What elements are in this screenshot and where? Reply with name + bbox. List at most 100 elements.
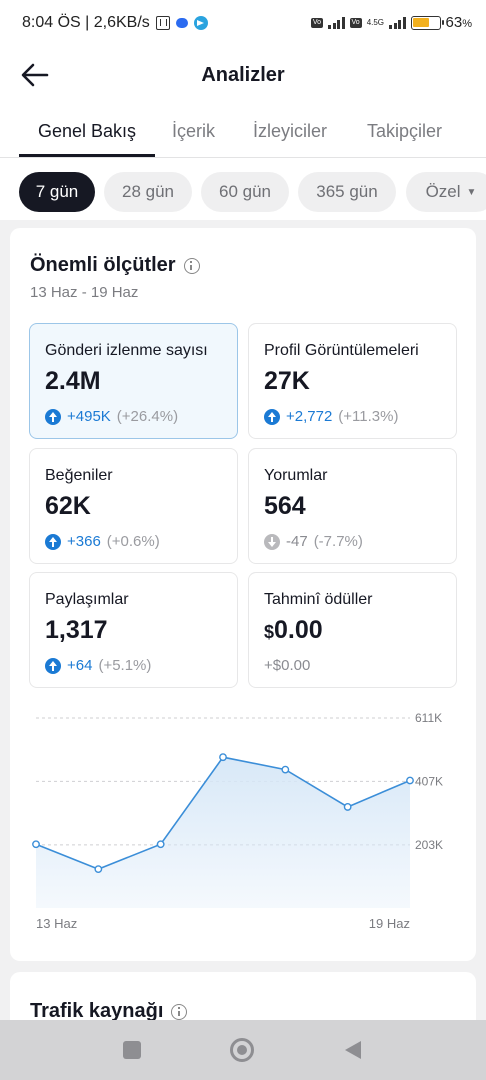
back-triangle-icon[interactable]: [343, 1038, 367, 1062]
metric-change-percent: (+5.1%): [98, 657, 152, 674]
metric-estimated-rewards[interactable]: Tahminî ödüller $0.00 +$0.00: [248, 572, 457, 688]
status-right: Vo Vo 4.5G 63%: [310, 14, 472, 31]
metric-comments[interactable]: Yorumlar 564 -47 (-7.7%): [248, 448, 457, 564]
chart-data-point: [281, 765, 290, 774]
key-metrics-title: Önemli ölçütler: [30, 254, 176, 276]
metric-currency: $: [264, 622, 275, 642]
metric-profile-views[interactable]: Profil Görüntülemeleri 27K +2,772 (+11.3…: [248, 323, 457, 439]
metric-change: +495K (+26.4%): [45, 408, 178, 425]
metric-change: +$0.00: [264, 657, 310, 674]
traffic-title: Trafik kaynağı: [30, 1000, 164, 1022]
chart-data-point: [32, 840, 40, 849]
info-icon[interactable]: [171, 1003, 188, 1020]
network-type: 4.5G: [366, 18, 385, 27]
tab-followers[interactable]: Takipçiler: [367, 121, 443, 141]
top-panel: 8:04 ÖS | 2,6KB/s Vo Vo 4.5G 63% Analizl…: [0, 0, 486, 220]
metric-label: Paylaşımlar: [45, 591, 129, 608]
chip-28-days[interactable]: 28 gün: [104, 172, 192, 212]
nfc-icon: [155, 16, 170, 30]
chart-y-tick-label: 611K: [415, 711, 442, 725]
battery-icon: [410, 15, 444, 30]
tab-bar: Genel Bakış İçerik İzleyiciler Takipçile…: [0, 112, 486, 158]
post-views-chart: 611K 407K 203K 13 Haz 19 Haz: [32, 711, 443, 931]
chip-60-days[interactable]: 60 gün: [201, 172, 289, 212]
volte-icon: Vo: [310, 17, 323, 28]
chart-data-point: [94, 865, 103, 874]
back-arrow-icon[interactable]: [20, 61, 50, 89]
signal-icon-2: [389, 16, 406, 29]
info-icon[interactable]: [183, 257, 200, 274]
chart-data-point: [406, 776, 414, 785]
recent-apps-icon[interactable]: [121, 1038, 145, 1062]
tab-viewers[interactable]: İzleyiciler: [253, 121, 328, 141]
chip-custom-label: Özel: [425, 182, 461, 201]
home-icon[interactable]: [230, 1038, 254, 1062]
metric-change-value: +2,772: [286, 408, 333, 425]
metric-shares[interactable]: Paylaşımlar 1,317 +64 (+5.1%): [29, 572, 238, 688]
metric-label: Tahminî ödüller: [264, 591, 373, 608]
chat-icon: [175, 18, 188, 28]
metric-label: Yorumlar: [264, 467, 328, 484]
metric-value: 1,317: [45, 616, 108, 644]
metric-change-value: -47: [286, 533, 308, 550]
page-title: Analizler: [201, 64, 285, 86]
metric-value: 62K: [45, 492, 91, 520]
tab-content[interactable]: İçerik: [172, 121, 216, 141]
chip-365-days[interactable]: 365 gün: [298, 172, 396, 212]
status-left: 8:04 ÖS | 2,6KB/s: [22, 14, 208, 32]
signal-icon: [328, 16, 345, 29]
chart-data-point: [219, 753, 227, 762]
arrow-up-icon: [264, 408, 280, 425]
metric-label: Profil Görüntülemeleri: [264, 342, 419, 359]
active-tab-indicator: [19, 154, 155, 157]
status-bar: 8:04 ÖS | 2,6KB/s Vo Vo 4.5G 63%: [0, 0, 486, 48]
metric-change: +366 (+0.6%): [45, 533, 160, 550]
status-time-speed: 8:04 ÖS | 2,6KB/s: [22, 14, 150, 31]
chip-7-days[interactable]: 7 gün: [19, 172, 95, 212]
metric-value-number: 0.00: [274, 616, 323, 644]
arrow-up-icon: [45, 408, 61, 425]
header: Analizler: [0, 52, 486, 98]
period-selector: 7 gün 28 gün 60 gün 365 gün Özel ▼: [0, 172, 486, 214]
chart-y-tick-label: 203K: [415, 838, 443, 852]
metric-change-percent: (+26.4%): [116, 408, 179, 425]
chart-area-fill: [36, 757, 410, 908]
arrow-up-icon: [45, 533, 61, 550]
system-nav-bar: [0, 1020, 486, 1080]
telegram-icon: [193, 16, 208, 30]
chart-data-point: [156, 840, 165, 849]
metric-change-value: +64: [67, 657, 93, 674]
metric-value: $0.00: [264, 616, 323, 645]
metric-change: -47 (-7.7%): [264, 533, 363, 550]
arrow-down-icon: [264, 533, 280, 550]
key-metrics-heading: Önemli ölçütler: [30, 254, 200, 277]
metric-change-value: +$0.00: [264, 657, 311, 674]
volte-icon-2: Vo: [349, 17, 362, 28]
chart-y-tick-label: 407K: [415, 774, 443, 788]
arrow-up-icon: [45, 657, 61, 674]
metric-value: 27K: [264, 367, 310, 395]
chip-custom[interactable]: Özel ▼: [406, 172, 486, 212]
metric-value: 2.4M: [45, 367, 101, 395]
metric-label: Gönderi izlenme sayısı: [45, 342, 208, 359]
metric-change-value: +366: [67, 533, 101, 550]
metric-post-views[interactable]: Gönderi izlenme sayısı 2.4M +495K (+26.4…: [29, 323, 238, 439]
chart-data-point: [343, 803, 352, 811]
metric-change-percent: (+0.6%): [106, 533, 160, 550]
metric-change-value: +495K: [67, 408, 111, 425]
tab-overview[interactable]: Genel Bakış: [38, 121, 137, 141]
caret-down-icon: ▼: [466, 187, 477, 198]
metric-label: Beğeniler: [45, 467, 113, 484]
date-range: 13 Haz - 19 Haz: [30, 284, 139, 301]
chart-x-tick-label: 13 Haz: [36, 916, 77, 931]
traffic-heading: Trafik kaynağı: [30, 1000, 188, 1023]
key-metrics-card: Önemli ölçütler 13 Haz - 19 Haz Gönderi …: [10, 228, 476, 961]
metric-likes[interactable]: Beğeniler 62K +366 (+0.6%): [29, 448, 238, 564]
metric-change-percent: (-7.7%): [313, 533, 363, 550]
metric-value: 564: [264, 492, 306, 520]
metric-change-percent: (+11.3%): [338, 408, 399, 425]
battery-percent: 63%: [445, 14, 472, 31]
chart-x-tick-label: 19 Haz: [369, 916, 410, 931]
metric-change: +2,772 (+11.3%): [264, 408, 398, 425]
metric-change: +64 (+5.1%): [45, 657, 151, 674]
